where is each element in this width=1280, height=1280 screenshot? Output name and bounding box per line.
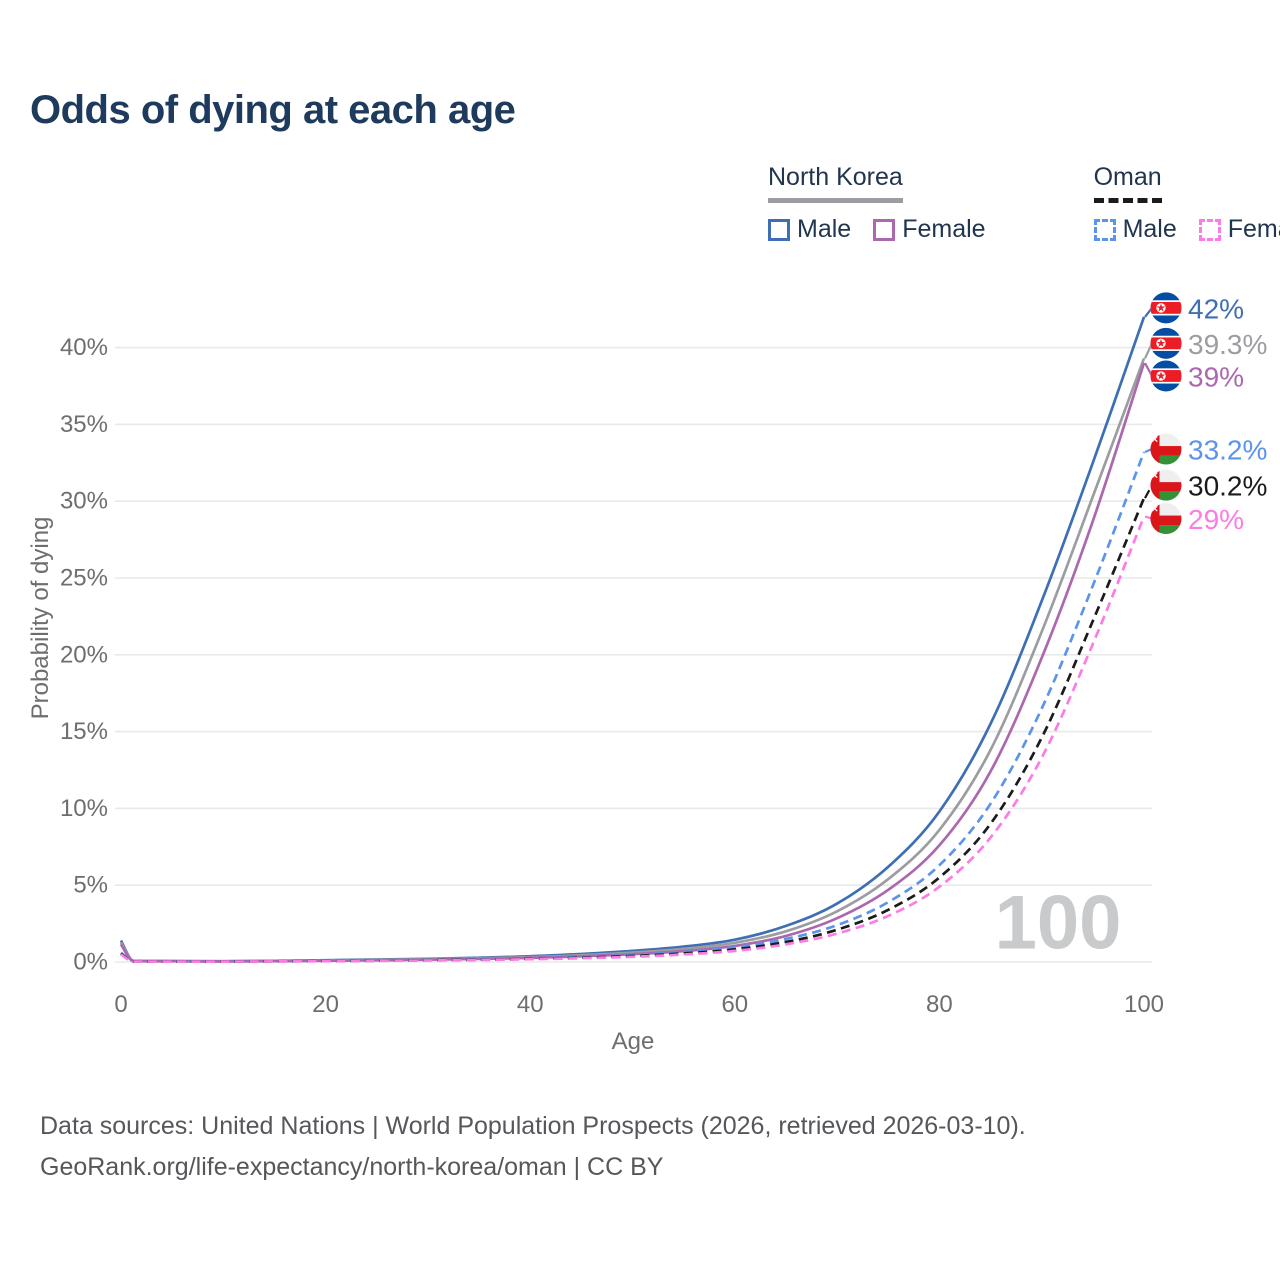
y-tick-label: 20% [60,641,108,668]
y-axis-label: Probability of dying [27,517,54,720]
end-label-text: 42% [1188,293,1244,324]
legend-group-north-korea: North Korea Male Female [768,163,986,244]
end-label-text: 30.2% [1188,471,1267,502]
legend-items-oman: Male Female [1093,215,1280,244]
series-line-nk-male [119,316,1146,963]
om-female-swatch-icon [1198,218,1221,241]
series-line-nk-female [119,362,1146,963]
nk-female-swatch-icon [873,218,896,241]
end-labels: 42% 39.3%39% 33.2% 30.2%29% [1144,292,1267,535]
end-label-om-female: 29% [1144,503,1244,535]
end-label-om-both: 30.2% [1144,469,1267,502]
legend-item-om-male[interactable]: Male [1093,215,1177,244]
end-label-nk-male: 42% [1144,292,1244,324]
gridlines [115,346,1152,963]
axis-ticks: 0% 5% 10% 15% 20% 25% 30% 35% 40% 0 20 40 60 80 100 [60,334,1164,1018]
legend-country-north-korea: North Korea [768,163,903,203]
end-label-text: 29% [1188,504,1244,535]
footer-line-2: GeoRank.org/life-expectancy/north-korea/… [40,1153,664,1181]
page-title: Odds of dying at each age [30,88,516,132]
legend-item-nk-male[interactable]: Male [768,215,851,244]
y-tick-label: 0% [73,949,108,976]
y-tick-label: 25% [60,565,108,592]
age-watermark: 100 [995,881,1122,966]
footer-line-1: Data sources: United Nations | World Pop… [40,1112,1026,1140]
legend-items-north-korea: Male Female [768,215,986,244]
series-line-om-female [120,516,1146,963]
x-tick-label: 0 [114,991,127,1018]
x-tick-label: 20 [312,991,339,1018]
oman-flag-icon [1150,469,1182,501]
end-label-text: 39.3% [1188,329,1267,360]
north-korea-flag-icon [1150,327,1182,359]
y-tick-label: 35% [60,411,108,438]
oman-flag-icon [1150,433,1182,465]
y-tick-label: 5% [73,872,108,899]
y-tick-label: 15% [60,718,108,745]
series-line-om-both [120,497,1146,963]
legend-item-nk-female[interactable]: Female [873,215,986,244]
y-tick-label: 30% [60,488,108,515]
y-tick-label: 40% [60,334,108,361]
legend-label-om-male: Male [1122,215,1177,243]
legend: North Korea Male Female Oman Male [768,163,1280,244]
data-sources-footer: Data sources: United Nations | World Pop… [40,1106,1026,1188]
legend-country-oman: Oman [1093,163,1162,203]
legend-group-oman: Oman Male Female [1093,163,1280,244]
x-tick-label: 80 [926,991,953,1018]
om-male-swatch-icon [1093,218,1116,241]
y-tick-label: 10% [60,795,108,822]
x-tick-label: 100 [1124,991,1164,1018]
x-axis-label: Age [612,1028,655,1055]
x-tick-label: 60 [721,991,748,1018]
legend-label-nk-female: Female [902,215,986,243]
north-korea-flag-icon [1150,360,1182,392]
series-lines [119,316,1146,963]
end-label-nk-both: 39.3% [1144,327,1267,360]
legend-label-om-female: Female [1227,215,1280,243]
end-label-om-male: 33.2% [1144,433,1267,466]
legend-label-nk-male: Male [797,215,852,243]
legend-item-om-female[interactable]: Female [1198,215,1280,244]
nk-male-swatch-icon [768,218,790,241]
series-line-nk-both [119,357,1146,963]
end-label-text: 33.2% [1188,435,1267,466]
end-label-nk-female: 39% [1144,360,1244,392]
north-korea-flag-icon [1150,292,1182,324]
x-tick-label: 40 [517,991,544,1018]
oman-flag-icon [1150,503,1182,535]
end-label-text: 39% [1188,361,1244,392]
